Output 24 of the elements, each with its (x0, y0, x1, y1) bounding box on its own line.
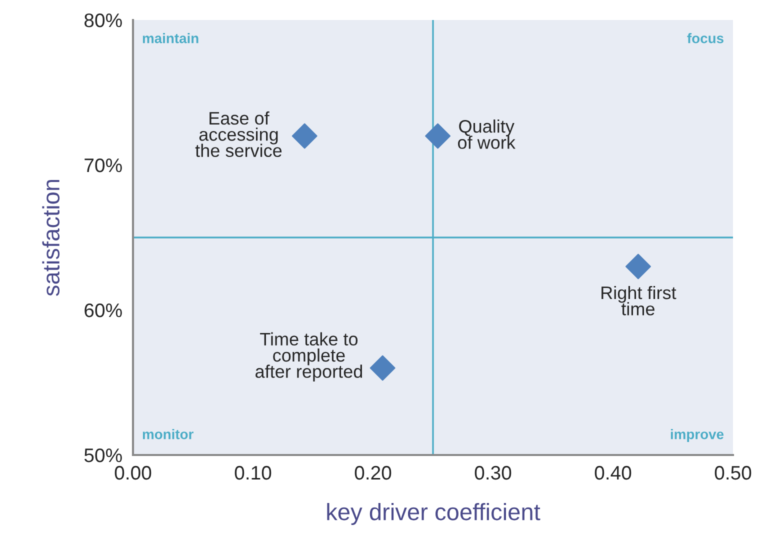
point (292, 123, 318, 149)
annotation: focus (687, 33, 724, 44)
point (625, 254, 651, 280)
y-tick-label: 70% (84, 158, 122, 172)
annotation: Ease of accessing the service (195, 111, 282, 158)
y-axis-title: satisfaction (42, 180, 60, 296)
x-tick-label: 0.30 (474, 466, 512, 480)
annotation: maintain (142, 33, 198, 44)
annotation: Time take to complete after reported (256, 332, 362, 382)
x-axis-title: key driver coefficient (327, 502, 540, 525)
point (370, 355, 396, 381)
x-tick-label: 0.50 (714, 466, 752, 480)
annotation: monitor (142, 429, 194, 440)
annotation: improve (670, 429, 724, 442)
x-tick-label: 0.10 (234, 466, 272, 480)
x-tick-label: 0.40 (594, 466, 632, 480)
y-tick-label: 80% (84, 13, 122, 28)
x-tick-label: 0.00 (114, 466, 152, 480)
annotation: Quality of work (458, 119, 516, 149)
y-tick-label: 50% (84, 448, 122, 462)
y-tick-label: 60% (84, 303, 122, 318)
point (425, 123, 451, 149)
x-tick-label: 0.20 (354, 466, 392, 480)
annotation: Right first time (602, 286, 676, 316)
